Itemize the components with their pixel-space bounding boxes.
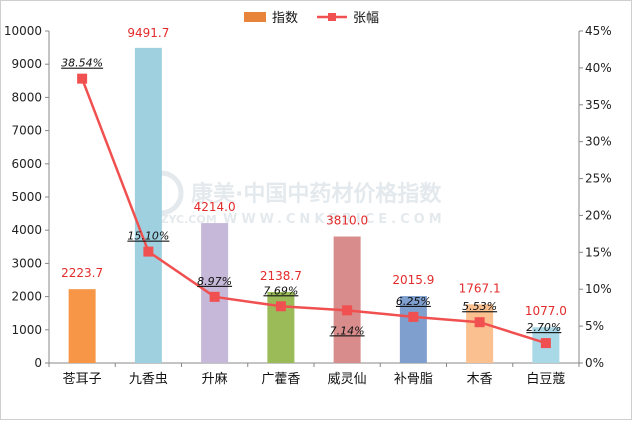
line-point bbox=[275, 301, 286, 312]
bar-value-label: 3810.0 bbox=[326, 214, 368, 228]
bar bbox=[466, 304, 494, 363]
bar-value-label: 1077.0 bbox=[525, 304, 567, 318]
category-label: 补骨脂 bbox=[394, 372, 433, 387]
bar bbox=[333, 236, 361, 363]
category-label: 木香 bbox=[467, 372, 493, 387]
bar bbox=[68, 289, 96, 363]
bar-value-label: 2015.9 bbox=[392, 273, 434, 287]
line-point bbox=[408, 311, 419, 322]
line-value-label: 5.53% bbox=[462, 300, 497, 313]
category-labels: 苍耳子 九香虫 升麻 广藿香 威灵仙 补骨脂 木香 白豆蔻 bbox=[48, 363, 580, 387]
line-point bbox=[342, 305, 353, 316]
line-series bbox=[77, 73, 551, 349]
bar bbox=[134, 47, 162, 364]
right-tick-label: 10% bbox=[585, 282, 612, 296]
line-point bbox=[474, 317, 485, 328]
watermark: 康美·中国中药材价格指数 KMZYC.COM WWW.CNKPRICE.COM bbox=[138, 170, 446, 227]
line-value-label: 6.25% bbox=[396, 295, 431, 308]
left-tick-label: 9000 bbox=[11, 57, 42, 71]
line-point bbox=[77, 73, 88, 84]
legend-bar-swatch bbox=[244, 12, 266, 22]
series-line bbox=[80, 78, 547, 345]
bar-value-label: 2223.7 bbox=[61, 266, 103, 280]
line-point bbox=[209, 291, 220, 302]
legend-line-label: 张幅 bbox=[353, 11, 379, 26]
line-value-label: 7.69% bbox=[263, 284, 298, 297]
left-tick-label: 3000 bbox=[11, 256, 42, 270]
left-tick-label: 4000 bbox=[11, 223, 42, 237]
line-value-labels: 38.54% 15.10% 8.97% 7.69% 7.14% 6.25% 5.53% 2.7… bbox=[61, 57, 561, 338]
category-label: 威灵仙 bbox=[328, 372, 367, 387]
category-label: 升麻 bbox=[202, 372, 228, 387]
right-axis-ticks: 0% 5% 10% 15% 20% 25% 30% 35% 40% 45% bbox=[579, 24, 612, 370]
bar-value-label: 9491.7 bbox=[127, 26, 169, 40]
bar-value-label: 4214.0 bbox=[194, 200, 236, 214]
legend: 指数 张幅 bbox=[244, 11, 379, 26]
line-value-label: 7.14% bbox=[330, 324, 365, 337]
line-value-label: 15.10% bbox=[127, 230, 169, 243]
left-tick-label: 2000 bbox=[11, 290, 42, 304]
right-tick-label: 5% bbox=[585, 319, 604, 333]
bar-value-label: 2138.7 bbox=[260, 269, 302, 283]
right-tick-label: 25% bbox=[585, 172, 612, 186]
left-tick-label: 0 bbox=[34, 356, 42, 370]
left-tick-label: 10000 bbox=[4, 24, 42, 38]
right-tick-label: 30% bbox=[585, 135, 612, 149]
bar bbox=[399, 296, 427, 363]
legend-bar-label: 指数 bbox=[272, 11, 298, 26]
right-tick-label: 20% bbox=[585, 208, 612, 222]
line-point bbox=[143, 246, 154, 257]
right-tick-label: 45% bbox=[585, 24, 612, 38]
left-tick-label: 1000 bbox=[11, 323, 42, 337]
bar-value-labels: 2223.7 9491.7 4214.0 2138.7 3810.0 2015.9 1767… bbox=[61, 26, 567, 318]
category-label: 九香虫 bbox=[129, 372, 168, 387]
right-tick-label: 35% bbox=[585, 98, 612, 112]
line-value-label: 2.70% bbox=[526, 321, 561, 334]
right-tick-label: 15% bbox=[585, 245, 612, 259]
line-value-label: 8.97% bbox=[197, 275, 232, 288]
watermark-text: 康美·中国中药材价格指数 bbox=[191, 181, 442, 207]
category-label: 苍耳子 bbox=[63, 372, 102, 387]
left-tick-label: 6000 bbox=[11, 157, 42, 171]
line-value-label: 38.54% bbox=[61, 57, 103, 70]
category-label: 广藿香 bbox=[261, 372, 300, 387]
left-axis-ticks: 0 1000 2000 3000 4000 5000 6000 7000 8000 9000 100… bbox=[4, 24, 49, 370]
right-tick-label: 0% bbox=[585, 356, 604, 370]
line-point bbox=[540, 338, 551, 349]
left-tick-label: 7000 bbox=[11, 124, 42, 138]
category-label: 白豆蔻 bbox=[526, 371, 565, 387]
legend-line-marker bbox=[328, 13, 336, 21]
bar-value-label: 1767.1 bbox=[459, 281, 501, 295]
right-tick-label: 40% bbox=[585, 61, 612, 75]
left-tick-label: 8000 bbox=[11, 90, 42, 104]
left-tick-label: 5000 bbox=[11, 190, 42, 204]
watermark-mid: WWW.CNKPRICE.COM bbox=[223, 212, 446, 227]
